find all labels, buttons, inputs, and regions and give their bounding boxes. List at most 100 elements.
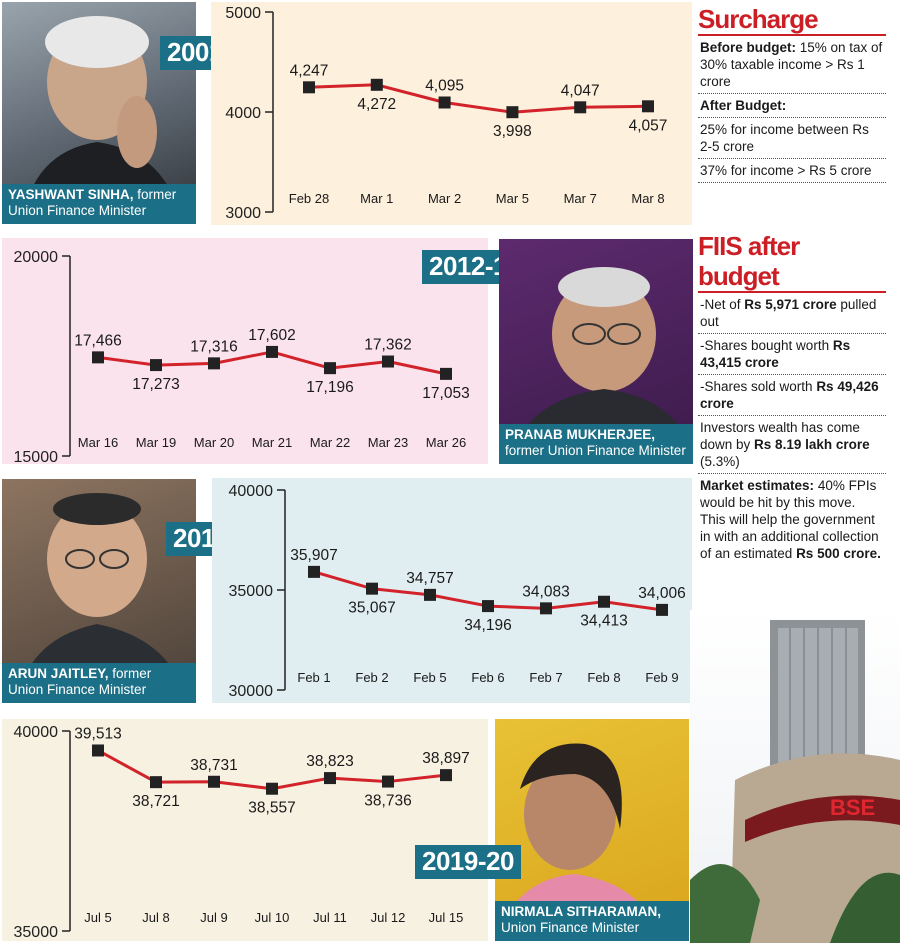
category-label: Mar 7 [564,191,597,206]
bse-building-icon [690,620,900,943]
data-label: 38,897 [422,750,469,767]
surcharge-after-2: 37% for income > Rs 5 crore [698,159,886,183]
photo-arun-jaitley: ARUN JAITLEY, former Union Finance Minis… [2,479,196,703]
fiis-market: Market estimates: 40% FPIs would be hit … [700,478,881,561]
data-point-marker [382,775,394,788]
data-point-marker [438,96,451,109]
data-label: 17,273 [132,376,179,393]
series-line [308,83,649,114]
data-label: 38,731 [190,757,237,774]
category-label: Jul 10 [255,910,290,925]
chart-2012-panel: 15000 20000 17,466 Mar 16 17,273 Mar 19 17,316… [2,238,488,466]
data-point-marker [208,357,220,370]
category-label: Mar 21 [252,435,292,450]
chart-2012: 15000 20000 17,466 Mar 16 17,273 Mar 19 17,316… [14,249,470,466]
caption-mukherjee: PRANAB MUKHERJEE, former Union Finance M… [499,424,693,464]
y-tick-label: 30000 [229,683,274,700]
data-point-marker [506,106,519,119]
y-tick-label: 3000 [225,205,261,222]
category-label: Feb 6 [471,670,504,685]
data-label: 4,247 [290,62,329,79]
fiis-title: FIIS after budget [698,231,800,291]
data-label: 34,196 [464,617,511,634]
category-label: Mar 8 [631,191,664,206]
data-label: 4,047 [561,82,600,99]
data-point-marker [482,600,494,613]
data-point-marker [303,81,315,94]
fiis-bought: -Shares bought worth Rs 43,415 crore [698,334,886,375]
category-label: Jul 12 [371,910,406,925]
category-label: Jul 8 [142,910,169,925]
data-point-marker [308,565,320,578]
data-point-marker [150,359,162,372]
category-label: Mar 16 [78,435,118,450]
data-point-marker [424,588,436,601]
category-label: Mar 19 [136,435,176,450]
data-label: 38,557 [248,800,295,817]
surcharge-title: Surcharge [698,4,819,34]
category-label: Mar 26 [426,435,466,450]
category-label: Feb 9 [645,670,678,685]
data-label: 17,196 [306,379,353,396]
category-label: Feb 8 [587,670,620,685]
y-tick-label: 40000 [229,483,274,500]
surcharge-box: Surcharge Before budget: 15% on tax of 3… [698,4,886,183]
category-label: Jul 15 [429,910,464,925]
data-point-marker [366,582,378,595]
data-point-marker [208,775,220,788]
surcharge-rule [698,34,886,36]
photo-pranab-mukherjee: PRANAB MUKHERJEE, former Union Finance M… [499,239,693,464]
data-label: 39,513 [74,725,121,742]
chart-2001: 3000 4000 5000 4,247 Feb 28 4,272 Mar 1 4,095 Ma… [225,5,668,222]
surcharge-before: Before budget: 15% on tax of 30% taxable… [698,36,886,94]
data-label: 34,006 [638,585,685,602]
data-label: 38,823 [306,753,353,770]
data-label: 38,721 [132,793,179,810]
surcharge-after-label: After Budget: [698,94,886,118]
chart-2019: 35000 40000 39,513 Jul 5 38,721 Jul 8 38,731 Ju… [14,724,470,941]
y-tick-label: 15000 [14,449,59,464]
fiis-sold: -Shares sold worth Rs 49,426 crore [698,375,886,416]
data-label: 17,053 [422,385,469,402]
data-point-marker [266,782,278,795]
category-label: Feb 7 [529,670,562,685]
category-label: Mar 5 [496,191,529,206]
caption-sinha: YASHWANT SINHA, former Union Finance Min… [2,184,196,224]
y-tick-label: 35000 [229,583,274,600]
bse-sign: BSE [830,795,875,820]
data-point-marker [540,602,552,615]
fiis-box: FIIS after budget -Net of Rs 5,971 crore… [698,231,886,565]
data-label: 17,466 [74,332,121,349]
data-label: 4,057 [629,117,668,134]
data-point-marker [324,772,336,785]
y-tick-label: 20000 [14,249,59,266]
caption-sitharaman: NIRMALA SITHARAMAN, Union Finance Minist… [495,901,689,941]
chart-2019-panel: 35000 40000 39,513 Jul 5 38,721 Jul 8 38,731 Ju… [2,719,488,941]
category-label: Feb 2 [355,670,388,685]
data-point-marker [266,345,278,358]
category-label: Mar 22 [310,435,350,450]
y-tick-label: 40000 [14,724,59,741]
photo-nirmala-sitharaman: NIRMALA SITHARAMAN, Union Finance Minist… [495,719,689,941]
category-label: Mar 1 [360,191,393,206]
category-label: Feb 1 [297,670,330,685]
chart-2018-panel: 30000 35000 40000 35,907 Feb 1 35,067 Feb 2 34,… [212,478,692,703]
data-point-marker [642,100,654,113]
data-point-marker [440,367,452,380]
data-point-marker [324,362,336,375]
data-point-marker [370,78,383,91]
data-label: 38,736 [364,793,411,810]
y-tick-label: 35000 [14,924,59,941]
category-label: Mar 23 [368,435,408,450]
data-point-marker [598,595,610,608]
data-label: 4,272 [357,96,396,113]
data-label: 4,095 [425,78,464,95]
surcharge-after-1: 25% for income between Rs 2-5 crore [698,118,886,159]
fiis-net: -Net of Rs 5,971 crore pulled out [698,293,886,334]
data-point-marker [92,744,104,757]
data-point-marker [92,351,104,364]
category-label: Mar 2 [428,191,461,206]
chart-2018: 30000 35000 40000 35,907 Feb 1 35,067 Feb 2 34,… [229,483,686,700]
data-label: 3,998 [493,123,532,140]
caption-jaitley: ARUN JAITLEY, former Union Finance Minis… [2,663,196,703]
